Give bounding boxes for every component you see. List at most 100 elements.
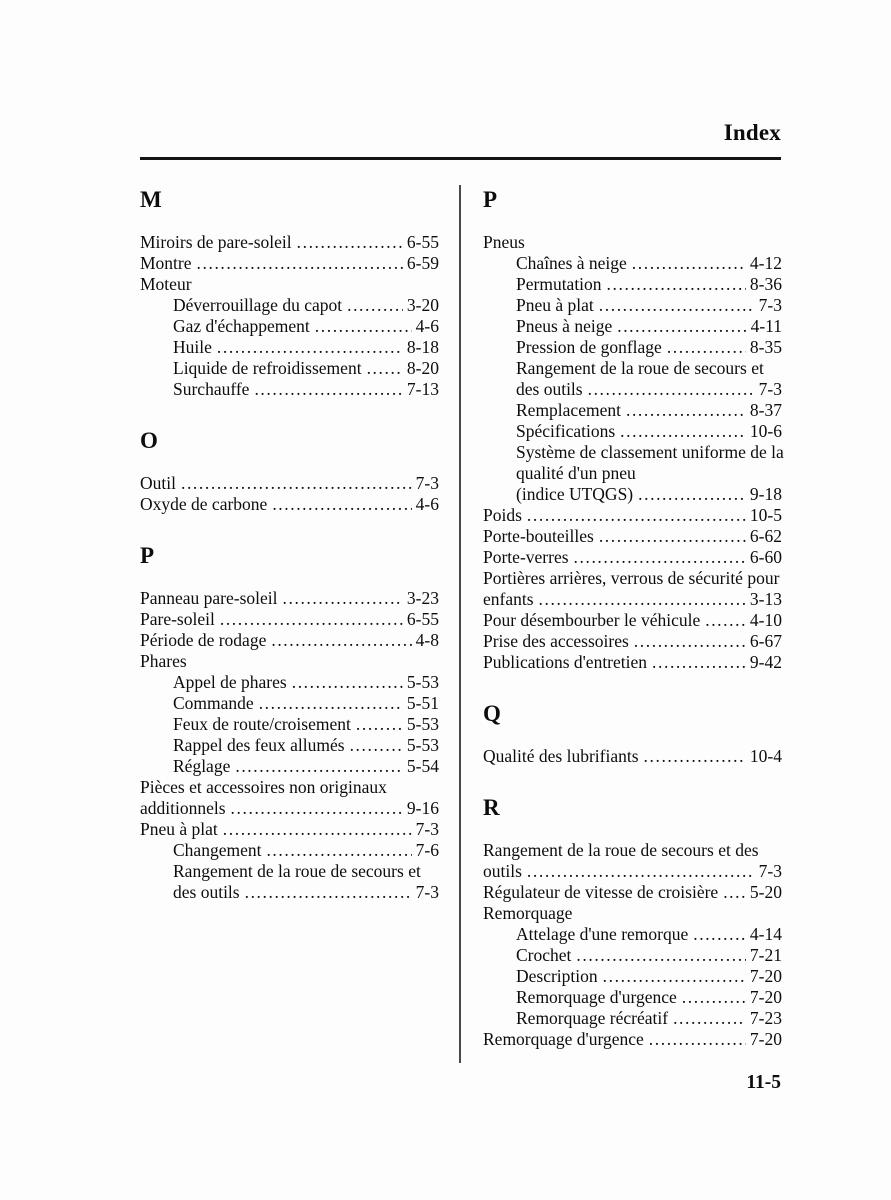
index-entry: Feux de route/croisement 5-53 — [140, 714, 439, 735]
index-entry: Rappel des feux allumés 5-53 — [140, 735, 439, 756]
entry-label: Pneus à neige — [516, 316, 613, 336]
dot-leader — [632, 253, 746, 274]
index-entry: Surchauffe 7-13 — [140, 379, 439, 400]
entry-label: Outil — [140, 473, 176, 493]
entry-line: Qualité des lubrifiants 10-4 — [483, 746, 782, 767]
entry-label: Remorquage d'urgence — [516, 987, 677, 1007]
dot-leader — [220, 609, 403, 630]
entry-label: Huile — [173, 337, 212, 357]
index-entry: Réglage 5-54 — [140, 756, 439, 777]
entry-label: Porte-verres — [483, 547, 569, 567]
entry-label: Poids — [483, 505, 522, 525]
entry-label: Changement — [173, 840, 262, 860]
entry-label: Pour désembourber le véhicule — [483, 610, 701, 630]
entry-line: des outils 7-3 — [516, 379, 782, 400]
dot-leader — [626, 400, 746, 421]
dot-leader — [705, 610, 746, 631]
index-entry-group: Remorquage — [483, 903, 782, 924]
index-entry: Prise des accessoires 6-67 — [483, 631, 782, 652]
dot-leader — [266, 840, 411, 861]
dot-leader — [539, 589, 746, 610]
entry-page-number: 9-16 — [406, 798, 439, 818]
entry-line: Description 7-20 — [516, 966, 782, 987]
entry-page-number: 4-11 — [750, 316, 782, 336]
entry-label: Pression de gonflage — [516, 337, 662, 357]
section-heading-q: Q — [483, 701, 501, 726]
entry-page-number: 6-59 — [406, 253, 439, 273]
entry-page-number: 6-55 — [406, 232, 439, 252]
entry-label: Pneu à plat — [140, 819, 218, 839]
entry-label: Période de rodage — [140, 630, 267, 650]
entry-line: Chaînes à neige 4-12 — [516, 253, 782, 274]
index-entry-group: Pneus — [483, 232, 782, 253]
index-entry: Huile 8-18 — [140, 337, 439, 358]
index-entry: Gaz d'échappement 4-6 — [140, 316, 439, 337]
index-entry: Porte-bouteilles 6-62 — [483, 526, 782, 547]
entry-label: additionnels — [140, 798, 226, 818]
index-column-left: M Miroirs de pare-soleil 6-55 Montre 6-59 Mot… — [140, 185, 439, 903]
dot-leader — [347, 295, 403, 316]
entry-list-o: Outil 7-3 Oxyde de carbone 4-6 — [140, 473, 439, 515]
dot-leader — [599, 295, 755, 316]
dot-leader — [682, 987, 746, 1008]
entry-list-p: Panneau pare-soleil3-23Pare-soleil6-55Pé… — [140, 588, 439, 903]
entry-page-number: 9-42 — [749, 652, 782, 672]
dot-leader — [634, 631, 746, 652]
index-entry: Pneu à plat 7-3 — [140, 819, 439, 840]
entry-list-m: Miroirs de pare-soleil 6-55 Montre 6-59 Mote… — [140, 232, 439, 400]
dot-leader — [217, 337, 403, 358]
entry-label: Remorquage d'urgence — [483, 1029, 644, 1049]
index-entry: Régulateur de vitesse de croisière 5-20 — [483, 882, 782, 903]
dot-leader — [576, 945, 746, 966]
index-entry: Rangement de la roue de secours et des ou… — [140, 861, 439, 903]
dot-leader — [667, 337, 746, 358]
entry-label: des outils — [516, 379, 583, 399]
entry-label: Prise des accessoires — [483, 631, 629, 651]
entry-wrap-line: Rangement de la roue de secours et des — [483, 840, 759, 860]
index-entry: Liquide de refroidissement 8-20 — [140, 358, 439, 379]
entry-page-number: 3-20 — [406, 295, 439, 315]
index-entry: Oxyde de carbone 4-6 — [140, 494, 439, 515]
entry-page-number: 8-35 — [749, 337, 782, 357]
entry-line: Liquide de refroidissement 8-20 — [173, 358, 439, 379]
entry-label: Appel de phares — [173, 672, 287, 692]
entry-list-r: Rangement de la roue de secours et des ou… — [483, 840, 782, 1050]
entry-line: Pneu à plat 7-3 — [516, 295, 782, 316]
entry-label: Miroirs de pare-soleil — [140, 232, 292, 252]
entry-page-number: 4-10 — [749, 610, 782, 630]
dot-leader — [693, 924, 746, 945]
dot-leader — [607, 274, 746, 295]
entry-wrap-line: Système de classement uniforme de la — [516, 442, 784, 462]
entry-page-number: 7-3 — [758, 295, 782, 315]
index-entry: Publications d'entretien 9-42 — [483, 652, 782, 673]
entry-line: Déverrouillage du capot 3-20 — [173, 295, 439, 316]
section-heading-m: M — [140, 187, 162, 212]
entry-line: Oxyde de carbone 4-6 — [140, 494, 439, 515]
column-divider — [459, 185, 461, 1063]
entry-wrap-line: qualité d'un pneu — [516, 463, 636, 483]
entry-line: (indice UTQGS) 9-18 — [516, 484, 782, 505]
entry-label: Porte-bouteilles — [483, 526, 594, 546]
entry-page-number: 6-62 — [749, 526, 782, 546]
index-entry: Système de classement uniforme de la qual… — [483, 442, 784, 505]
entry-label: Pneu à plat — [516, 295, 594, 315]
dot-leader — [638, 484, 746, 505]
index-entry: Pneus à neige 4-11 — [483, 316, 782, 337]
dot-leader — [356, 714, 403, 735]
entry-label: Spécifications — [516, 421, 616, 441]
section-heading-p: P — [483, 187, 498, 212]
section-heading-o: O — [140, 428, 158, 453]
entry-page-number: 8-37 — [749, 400, 782, 420]
entry-label: Remorquage récréatif — [516, 1008, 669, 1028]
index-entry: Description 7-20 — [483, 966, 782, 987]
index-entry-group: Phares — [140, 651, 439, 672]
entry-line: Remorquage — [483, 903, 782, 924]
entry-label: Permutation — [516, 274, 602, 294]
entry-line: Remorquage récréatif 7-23 — [516, 1008, 782, 1029]
index-entry: Appel de phares 5-53 — [140, 672, 439, 693]
index-entry: Attelage d'une remorque 4-14 — [483, 924, 782, 945]
entry-line: Pneus à neige 4-11 — [516, 316, 782, 337]
entry-label: Panneau pare-soleil — [140, 588, 278, 608]
